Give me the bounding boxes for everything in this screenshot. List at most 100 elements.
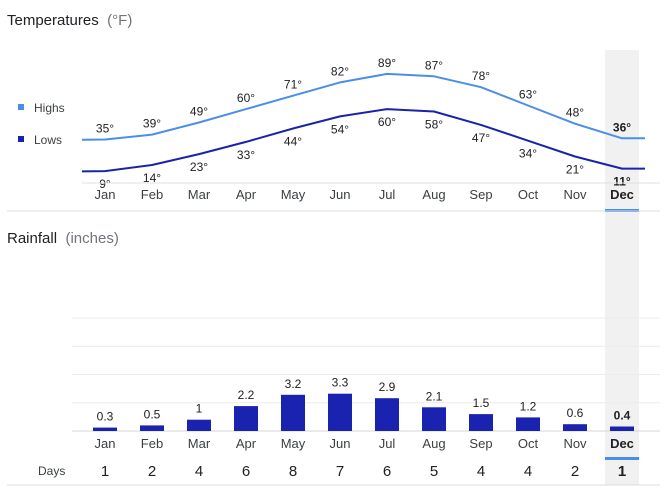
- high-label-jun: 82°: [331, 64, 349, 78]
- days-value-jul: 6: [383, 463, 391, 480]
- days-value-feb: 2: [148, 463, 156, 480]
- temperature-month-aug[interactable]: Aug: [422, 187, 445, 202]
- days-value-mar: 4: [195, 463, 203, 480]
- legend: Highs Lows: [18, 101, 65, 147]
- svg-text:Temperatures (°F): Temperatures (°F): [7, 12, 132, 29]
- low-label-nov: 21°: [566, 163, 584, 177]
- rainfall-label-feb: 0.5: [144, 407, 161, 421]
- rainfall-month-oct[interactable]: Oct: [518, 436, 539, 451]
- high-label-dec: 36°: [613, 120, 631, 134]
- rainfall-label-jul: 2.9: [379, 380, 396, 394]
- rainfall-month-jul[interactable]: Jul: [379, 436, 396, 451]
- temperature-month-sep[interactable]: Sep: [469, 187, 492, 202]
- rainfall-value-labels: 0.3 0.5 1 2.2 3.2 3.3 2.9 2.1 1.5 1.2 0.6 0.4: [97, 376, 631, 424]
- temperature-value-labels: 35° 39° 49° 60° 71° 82° 89° 87° 78° 63° 48° 36° 9° 14…: [96, 56, 631, 191]
- rainfall-month-feb[interactable]: Feb: [141, 436, 163, 451]
- rainfall-label-mar: 1: [196, 402, 203, 416]
- legend-highs-label: Highs: [34, 101, 65, 115]
- rainfall-title: Rainfall: [7, 230, 57, 247]
- svg-text:Rainfall (inches): Rainfall (inches): [7, 230, 119, 247]
- temperature-month-mar[interactable]: Mar: [188, 187, 211, 202]
- rainfall-month-apr[interactable]: Apr: [236, 436, 257, 451]
- rainfall-bar-mar: [187, 419, 211, 431]
- temperature-month-nov[interactable]: Nov: [563, 187, 587, 202]
- days-label: Days: [38, 464, 65, 478]
- high-label-jan: 35°: [96, 122, 114, 136]
- rainfall-label-dec: 0.4: [614, 409, 631, 423]
- rainfall-label-sep: 1.5: [473, 396, 490, 410]
- days-value-oct: 4: [524, 463, 532, 480]
- high-label-may: 71°: [284, 78, 302, 92]
- rainfall-bar-jan: [93, 427, 117, 431]
- rainfall-label-jan: 0.3: [97, 410, 114, 424]
- rainfall-bars: [93, 393, 634, 431]
- temperature-month-jan[interactable]: Jan: [95, 187, 116, 202]
- high-label-nov: 48°: [566, 106, 584, 120]
- rainfall-label-apr: 2.2: [238, 388, 255, 402]
- rainfall-label-nov: 0.6: [567, 406, 584, 420]
- temperature-month-jun[interactable]: Jun: [330, 187, 351, 202]
- rainfall-bar-feb: [140, 425, 164, 431]
- temperature-month-jul[interactable]: Jul: [379, 187, 396, 202]
- series-line-lows: [81, 108, 645, 173]
- days-value-dec: 1: [618, 463, 626, 480]
- rainfall-bar-dec: [610, 426, 634, 431]
- series-line-highs: [81, 72, 645, 141]
- low-label-may: 44°: [284, 135, 302, 149]
- high-label-mar: 49°: [190, 105, 208, 119]
- high-label-feb: 39°: [143, 117, 161, 131]
- rainfall-unit: (inches): [65, 230, 118, 247]
- rainfall-month-dec[interactable]: Dec: [610, 436, 634, 451]
- days-value-sep: 4: [477, 463, 485, 480]
- temperature-month-feb[interactable]: Feb: [141, 187, 163, 202]
- low-label-jul: 60°: [378, 115, 396, 129]
- temperature-lines: [81, 72, 645, 173]
- temperature-month-may[interactable]: May: [281, 187, 306, 202]
- rainfall-month-jun[interactable]: Jun: [330, 436, 351, 451]
- low-label-jun: 54°: [331, 122, 349, 136]
- rainfall-label-jun: 3.3: [332, 376, 349, 390]
- rainfall-bar-sep: [469, 414, 493, 431]
- rainfall-bar-aug: [422, 407, 446, 431]
- rainfall-month-jan[interactable]: Jan: [95, 436, 116, 451]
- rainfall-month-labels[interactable]: Jan Feb Mar Apr May Jun Jul Aug Sep Oct Nov Dec: [95, 436, 634, 451]
- high-label-jul: 89°: [378, 56, 396, 70]
- temperature-month-apr[interactable]: Apr: [236, 187, 257, 202]
- days-value-nov: 2: [571, 463, 579, 480]
- days-value-jan: 1: [101, 463, 109, 480]
- high-label-aug: 87°: [425, 58, 443, 72]
- rainfall-month-aug[interactable]: Aug: [422, 436, 445, 451]
- temperature-month-dec[interactable]: Dec: [610, 187, 634, 202]
- rainfall-label-aug: 2.1: [426, 389, 443, 403]
- days-value-aug: 5: [430, 463, 438, 480]
- days-value-may: 8: [289, 463, 297, 480]
- low-label-sep: 47°: [472, 131, 490, 145]
- rainfall-bar-apr: [234, 406, 258, 431]
- rainfall-month-sep[interactable]: Sep: [469, 436, 492, 451]
- rainfall-label-may: 3.2: [285, 377, 302, 391]
- selected-month-band: [605, 50, 639, 485]
- high-label-sep: 78°: [472, 69, 490, 83]
- legend-lows-swatch: [18, 136, 24, 142]
- days-selected-underline: [605, 457, 639, 460]
- days-value-apr: 6: [242, 463, 250, 480]
- rainfall-gridlines: [72, 317, 660, 432]
- rainfall-bar-jun: [328, 393, 352, 431]
- low-label-apr: 33°: [237, 148, 255, 162]
- temperature-title: Temperatures: [7, 12, 99, 29]
- rainfall-month-may[interactable]: May: [281, 436, 306, 451]
- temperature-month-oct[interactable]: Oct: [518, 187, 539, 202]
- low-label-feb: 14°: [143, 171, 161, 185]
- low-label-mar: 23°: [190, 160, 208, 174]
- temperature-month-labels[interactable]: Jan Feb Mar Apr May Jun Jul Aug Sep Oct Nov Dec: [95, 187, 634, 202]
- low-label-jan: 9°: [99, 177, 111, 191]
- rainfall-bar-oct: [516, 417, 540, 431]
- rainfall-month-mar[interactable]: Mar: [188, 436, 211, 451]
- low-label-dec: 11°: [613, 175, 631, 189]
- high-label-apr: 60°: [237, 91, 255, 105]
- rainfall-month-nov[interactable]: Nov: [563, 436, 587, 451]
- low-label-aug: 58°: [425, 118, 443, 132]
- legend-highs-swatch: [18, 104, 24, 110]
- rainfall-label-oct: 1.2: [520, 399, 537, 413]
